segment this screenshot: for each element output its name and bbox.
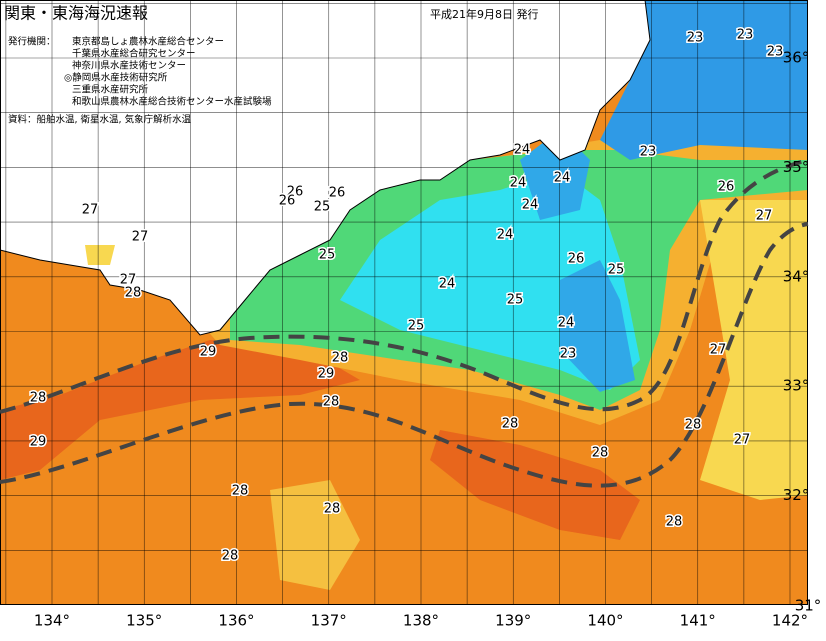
contour-label: 27 <box>132 230 149 245</box>
contour-label: 29 <box>30 435 47 450</box>
issue-date: 平成21年9月8日 発行 <box>430 7 539 21</box>
contour-label: 23 <box>640 145 657 160</box>
contour-label: 29 <box>318 367 335 382</box>
issuer: 千葉県水産総合研究センター <box>72 48 196 60</box>
issuer: 神奈川県水産技術センター <box>72 60 186 72</box>
grid <box>0 0 808 605</box>
contour-label: 28 <box>222 549 239 564</box>
contour-label: 24 <box>439 277 456 292</box>
contour-label: 23 <box>737 28 754 43</box>
contour-label: 27 <box>120 273 137 288</box>
contour-label: 27 <box>82 203 99 218</box>
contour-label: 24 <box>497 228 514 243</box>
contour-label: 26 <box>329 186 346 201</box>
contour-label: 27 <box>756 209 773 224</box>
contour-label: 23 <box>767 45 784 60</box>
contour-label: 28 <box>125 286 142 301</box>
contour-label: 24 <box>522 198 539 213</box>
title: 関東・東海海況速報 <box>4 4 148 23</box>
contour-label: 29 <box>200 345 217 360</box>
lon-label: 142° <box>772 612 808 630</box>
sea-colors <box>0 0 808 605</box>
contour-label: 27 <box>734 433 751 448</box>
contour-label: 25 <box>608 263 625 278</box>
lon-label: 137° <box>311 612 347 630</box>
contour-label: 28 <box>30 391 47 406</box>
contour-label: 26 <box>279 194 296 209</box>
contour-label: 25 <box>314 200 331 215</box>
lon-label: 140° <box>587 612 623 630</box>
contour-label: 24 <box>554 171 571 186</box>
contour-label: 25 <box>319 248 336 263</box>
contour-label: 26 <box>287 185 304 200</box>
map-frame <box>0 0 808 605</box>
issuer: ◎静岡県水産技術研究所 <box>64 72 168 84</box>
contour-label: 26 <box>568 252 585 267</box>
contour-label: 28 <box>332 351 349 366</box>
contour-label: 28 <box>502 417 519 432</box>
contour-label: 28 <box>324 502 341 517</box>
contour-label: 27 <box>710 343 727 358</box>
lon-label: 134° <box>34 612 70 630</box>
contour-label: 28 <box>232 484 249 499</box>
kuroshio-path <box>0 158 809 488</box>
lon-label: 136° <box>218 612 254 630</box>
lon-label: 138° <box>403 612 439 630</box>
issuers-label: 発行機関： <box>8 36 56 48</box>
issuer: 和歌山県農林水産総合技術センター水産試験場 <box>72 96 272 108</box>
issuer: 三重県水産研究所 <box>72 84 149 96</box>
contour-label: 24 <box>558 316 575 331</box>
lon-label: 135° <box>126 612 162 630</box>
source: 資料：船舶水温, 衛星水温, 気象庁解析水温 <box>8 114 192 126</box>
lat-label: 32° <box>783 486 810 504</box>
lon-label: 139° <box>495 612 531 630</box>
lat-label: 33° <box>783 377 810 395</box>
lat-label: 31° <box>795 597 822 615</box>
contour-label: 25 <box>408 319 425 334</box>
lat-label: 34° <box>783 267 810 285</box>
contour-label: 28 <box>685 418 702 433</box>
lat-label: 35° <box>783 158 810 176</box>
contour-label: 28 <box>666 515 683 530</box>
contour-label: 26 <box>718 180 735 195</box>
contour-label: 25 <box>507 293 524 308</box>
issuer: 東京都島しょ農林水産総合センター <box>72 36 224 48</box>
contour-label: 23 <box>687 31 704 46</box>
axis-labels: 134° 135° 136° 137° 138° 139° 140° 141° 142° 36° 3… <box>34 49 821 630</box>
contour-label: 24 <box>514 143 531 158</box>
lat-label: 36° <box>783 49 810 67</box>
contour-label: 24 <box>510 176 527 191</box>
contour-label: 28 <box>592 446 609 461</box>
contour-label: 28 <box>323 395 340 410</box>
contour-label: 23 <box>560 347 577 362</box>
lon-label: 141° <box>680 612 716 630</box>
